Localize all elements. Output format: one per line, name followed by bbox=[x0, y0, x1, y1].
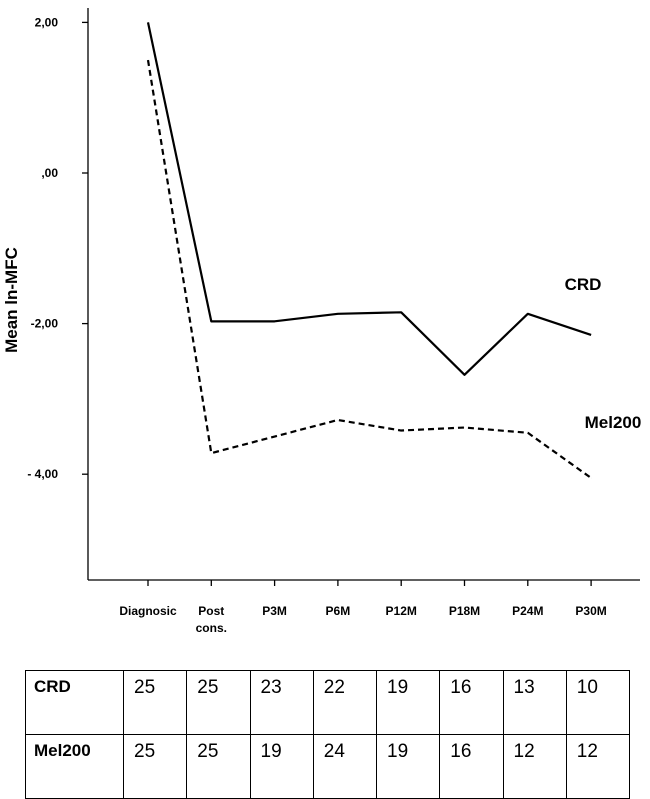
table-cell: 16 bbox=[440, 671, 503, 735]
row-label: Mel200 bbox=[26, 735, 124, 799]
series-label-crd: CRD bbox=[565, 275, 602, 294]
series-label-mel200: Mel200 bbox=[585, 413, 642, 432]
table-cell: 16 bbox=[440, 735, 503, 799]
x-tick-label: P6M bbox=[326, 604, 351, 618]
y-tick-label: ,00 bbox=[41, 166, 58, 180]
x-tick-label: P18M bbox=[449, 604, 480, 618]
labels: 2,00 ,00 -2,00 - 4,00 Diagnosic Post cons. P3M P… bbox=[27, 15, 641, 635]
x-tick-label: Diagnosic bbox=[119, 604, 177, 618]
line-chart: 2,00 ,00 -2,00 - 4,00 Diagnosic Post cons. P3M P… bbox=[0, 0, 650, 640]
table-cell: 24 bbox=[313, 735, 376, 799]
table-cell: 25 bbox=[124, 735, 187, 799]
x-tick-label: Post bbox=[198, 604, 224, 618]
x-tick-label: P12M bbox=[386, 604, 417, 618]
x-tick-label: P24M bbox=[512, 604, 543, 618]
table-cell: 19 bbox=[377, 671, 440, 735]
table-cell: 13 bbox=[503, 671, 566, 735]
table-cell: 10 bbox=[566, 671, 629, 735]
table-cell: 23 bbox=[250, 671, 313, 735]
table-cell: 12 bbox=[566, 735, 629, 799]
series-lines bbox=[148, 22, 591, 478]
table-cell: 25 bbox=[187, 671, 250, 735]
y-tick-label: -2,00 bbox=[31, 317, 59, 331]
series-line-mel200 bbox=[148, 60, 591, 478]
table-cell: 25 bbox=[124, 671, 187, 735]
y-tick-label: 2,00 bbox=[35, 15, 59, 29]
table-cell: 22 bbox=[313, 671, 376, 735]
y-axis-title: Mean ln-MFC bbox=[2, 247, 21, 353]
table-cell: 12 bbox=[503, 735, 566, 799]
table-cell: 25 bbox=[187, 735, 250, 799]
y-tick-label: - 4,00 bbox=[27, 467, 58, 481]
table-cell: 19 bbox=[250, 735, 313, 799]
x-tick-label-line2: cons. bbox=[196, 621, 227, 635]
axes bbox=[82, 8, 640, 586]
x-tick-label: P3M bbox=[262, 604, 287, 618]
series-line-crd bbox=[148, 22, 591, 374]
row-label: CRD bbox=[26, 671, 124, 735]
x-tick-label: P30M bbox=[575, 604, 606, 618]
table-cell: 19 bbox=[377, 735, 440, 799]
